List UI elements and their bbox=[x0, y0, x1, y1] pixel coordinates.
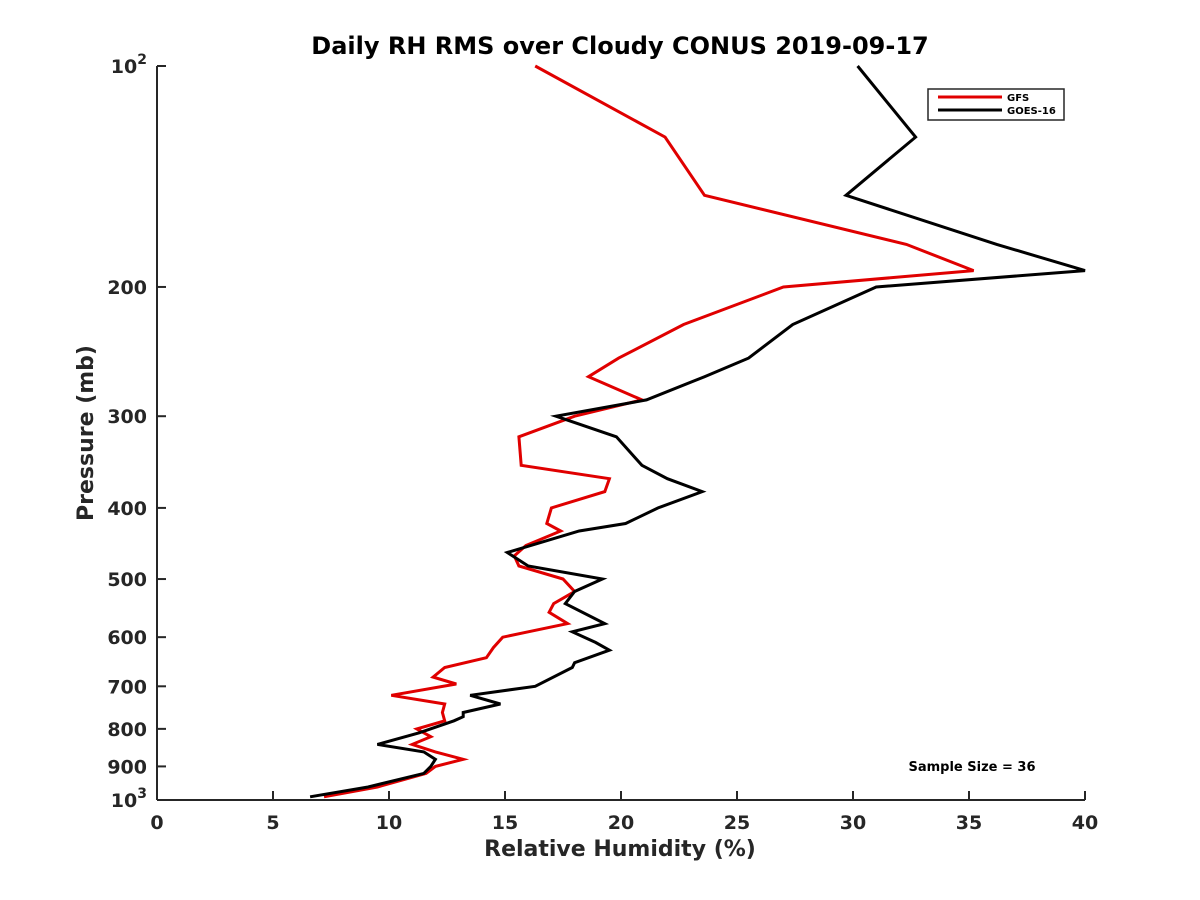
y-tick-label: 900 bbox=[107, 756, 147, 778]
y-tick-label: 300 bbox=[107, 406, 147, 428]
y-tick-base: 10 bbox=[111, 790, 137, 812]
series-layer bbox=[309, 64, 1086, 799]
axes: 0 5 10 15 20 25 30 35 40102200300400500600700800… bbox=[107, 52, 1098, 834]
x-tick-label: 40 bbox=[1072, 812, 1098, 834]
y-tick-exponent: 3 bbox=[137, 786, 147, 802]
y-tick-label: 600 bbox=[107, 627, 147, 649]
x-tick-label: 25 bbox=[724, 812, 750, 834]
y-tick-label: 500 bbox=[107, 569, 147, 591]
series-line-goes-16 bbox=[309, 65, 1086, 799]
x-tick-label: 20 bbox=[608, 812, 634, 834]
y-tick-label: 400 bbox=[107, 498, 147, 520]
x-tick-label: 35 bbox=[956, 812, 982, 834]
x-tick-label: 15 bbox=[492, 812, 518, 834]
x-tick-label: 30 bbox=[840, 812, 866, 834]
y-tick-label: 102 bbox=[111, 52, 147, 78]
x-tick-label: 10 bbox=[376, 812, 402, 834]
y-tick-base: 10 bbox=[111, 56, 137, 78]
legend-label: GOES-16 bbox=[1007, 106, 1056, 117]
sample-size-annotation: Sample Size = 36 bbox=[908, 760, 1035, 775]
chart-title: Daily RH RMS over Cloudy CONUS 2019-09-1… bbox=[311, 32, 928, 60]
y-axis-label: Pressure (mb) bbox=[74, 345, 99, 521]
x-tick-label: 5 bbox=[266, 812, 279, 834]
legend-box bbox=[927, 88, 1065, 121]
legend-label: GFS bbox=[1007, 93, 1029, 104]
y-tick-label: 700 bbox=[107, 676, 147, 698]
x-tick-label: 0 bbox=[150, 812, 163, 834]
x-axis-label: Relative Humidity (%) bbox=[484, 837, 756, 862]
y-tick-label: 103 bbox=[111, 786, 147, 812]
legend: GFS GOES-16 bbox=[927, 88, 1065, 121]
y-tick-exponent: 2 bbox=[137, 52, 147, 68]
y-tick-label: 800 bbox=[107, 719, 147, 741]
y-tick-label: 200 bbox=[107, 277, 147, 299]
